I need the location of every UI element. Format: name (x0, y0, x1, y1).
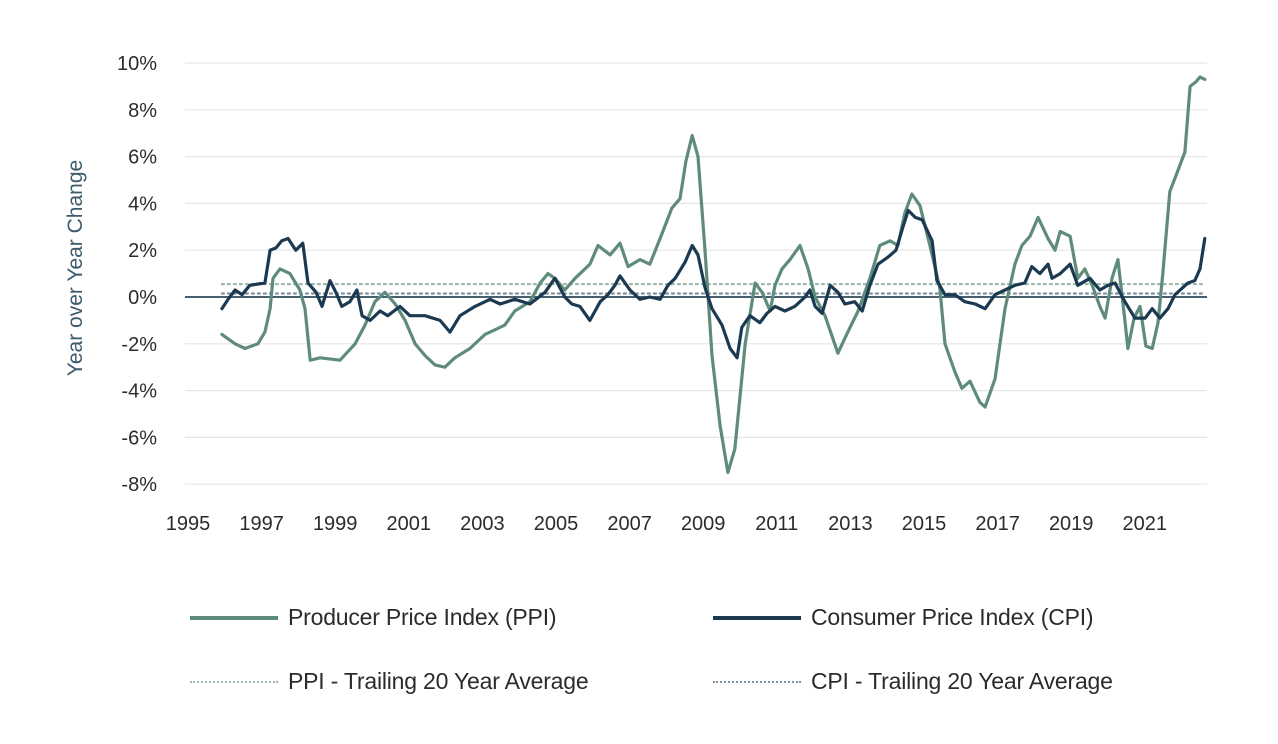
legend-item-ppi-average[interactable]: PPI - Trailing 20 Year Average (190, 668, 589, 695)
legend-label-cpi: Consumer Price Index (CPI) (811, 604, 1094, 630)
y-tick-label: 0% (128, 287, 157, 309)
y-axis-title: Year over Year Change (64, 160, 87, 376)
legend-label-ppi: Producer Price Index (PPI) (288, 604, 557, 630)
x-axis-ticks: 1995 1997 1999 2001 2003 2005 2007 2009 2011 2013… (166, 513, 1167, 535)
x-tick-label: 2011 (755, 513, 798, 535)
x-tick-label: 2021 (1123, 513, 1168, 535)
series-group (220, 75, 1207, 475)
gridlines (185, 62, 1207, 485)
legend-label-cpi-average: CPI - Trailing 20 Year Average (811, 668, 1113, 694)
legend-label-ppi-average: PPI - Trailing 20 Year Average (288, 668, 589, 694)
x-tick-label: 2003 (460, 513, 505, 535)
x-tick-label: 2005 (534, 513, 579, 535)
y-tick-label: -4% (121, 381, 157, 403)
legend-swatch-ppi-average (190, 680, 278, 683)
legend-swatch-cpi (713, 615, 801, 620)
x-tick-label: 2013 (828, 513, 873, 535)
legend-swatch-cpi-average (713, 680, 801, 683)
y-tick-label: -8% (121, 474, 157, 496)
legend-swatch-ppi (190, 615, 278, 620)
y-tick-label: -2% (121, 334, 157, 356)
y-tick-label: 2% (128, 240, 157, 262)
y-tick-label: 6% (128, 147, 157, 169)
x-tick-label: 1999 (313, 513, 358, 535)
legend-item-ppi[interactable]: Producer Price Index (PPI) (190, 604, 557, 631)
y-tick-label: 4% (128, 193, 157, 215)
x-tick-label: 2015 (902, 513, 947, 535)
y-tick-label: 10% (117, 53, 157, 75)
x-tick-label: 2009 (681, 513, 726, 535)
cpi-line (220, 208, 1207, 360)
legend-item-cpi[interactable]: Consumer Price Index (CPI) (713, 604, 1094, 631)
x-tick-label: 1997 (239, 513, 284, 535)
y-tick-label: -6% (121, 427, 157, 449)
x-tick-label: 2001 (387, 513, 432, 535)
x-tick-label: 2019 (1049, 513, 1094, 535)
y-axis-ticks: 10% 8% 6% 4% 2% 0% -2% -4% -6% -8% (117, 53, 157, 496)
legend-item-cpi-average[interactable]: CPI - Trailing 20 Year Average (713, 668, 1113, 695)
x-tick-label: 2007 (607, 513, 652, 535)
x-tick-label: 2017 (975, 513, 1020, 535)
y-tick-label: 8% (128, 100, 157, 122)
x-tick-label: 1995 (166, 513, 211, 535)
